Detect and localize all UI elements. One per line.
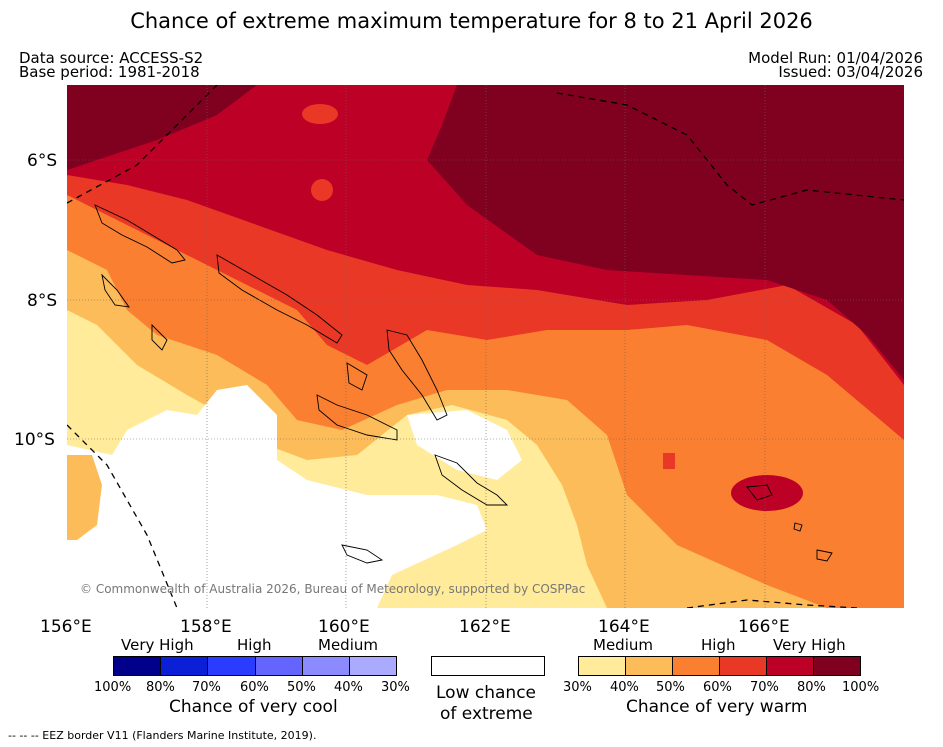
warm-pct-40: 40% (610, 680, 639, 695)
low-chance-caption-2: of extreme (440, 704, 533, 724)
forecast-map (67, 85, 904, 608)
warm-swatch-3 (673, 657, 720, 675)
coastlines (94, 204, 833, 564)
cool-pct-50: 50% (287, 680, 316, 695)
warm-swatch-2 (626, 657, 673, 675)
cool-pct-100: 100% (94, 680, 132, 695)
lat-label-8s: 8°S (27, 291, 58, 311)
eez-footnote: -- -- -- EEZ border V11 (Flanders Marine… (8, 729, 317, 742)
low-chance-swatch (431, 656, 545, 676)
map-title: Chance of extreme maximum temperature fo… (130, 9, 813, 33)
warm-pct-60: 60% (703, 680, 732, 695)
warm-pct-100: 100% (842, 680, 880, 695)
data-source: Data source: ACCESS-S2 (19, 49, 204, 67)
blob-east-1 (731, 475, 803, 511)
blob-east-2 (663, 453, 675, 469)
zone-low-chance-2 (407, 410, 522, 480)
lon-label-160e: 160°E (318, 617, 370, 637)
lat-label-10s: 10°S (14, 430, 55, 450)
zone-80-100 (427, 85, 904, 380)
lon-label-166e: 166°E (738, 617, 790, 637)
warm-swatch-6 (814, 657, 860, 675)
warm-swatch-4 (720, 657, 767, 675)
warm-level-medium: Medium (593, 636, 653, 654)
model-run: Model Run: 01/04/2026 (748, 49, 923, 67)
cool-pct-40: 40% (334, 680, 363, 695)
cool-swatch-5 (302, 657, 350, 675)
graticule (67, 85, 904, 608)
cool-pct-70: 70% (192, 680, 221, 695)
lon-label-158e: 158°E (180, 617, 232, 637)
warm-level-very-high: Very High (773, 636, 846, 654)
warm-pct-30: 30% (563, 680, 592, 695)
warm-level-high: High (701, 636, 736, 654)
low-chance-caption-1: Low chance (436, 683, 536, 703)
copyright-notice: © Commonwealth of Australia 2026, Bureau… (80, 582, 586, 596)
low-chance-fill (432, 657, 544, 675)
zone-80-100-nw (67, 85, 257, 170)
warm-pct-70: 70% (750, 680, 779, 695)
cool-level-very-high: Very High (121, 636, 194, 654)
cool-swatch-3 (208, 657, 256, 675)
warm-swatch-5 (767, 657, 814, 675)
warm-colorbar (578, 656, 861, 676)
cool-swatch-4 (255, 657, 303, 675)
lon-label-162e: 162°E (459, 617, 511, 637)
cool-swatch-1 (114, 657, 162, 675)
eez-borders (67, 85, 904, 608)
cool-colorbar (113, 656, 397, 676)
cool-swatch-6 (349, 657, 397, 675)
lon-label-156e: 156°E (40, 617, 92, 637)
cool-swatch-2 (161, 657, 209, 675)
blob-small-1 (302, 104, 338, 124)
cool-pct-80: 80% (146, 680, 175, 695)
zone-40-50-pocket (67, 455, 102, 540)
lon-label-164e: 164°E (598, 617, 650, 637)
issued-date: Issued: 03/04/2026 (778, 63, 923, 81)
warm-swatch-1 (579, 657, 626, 675)
cool-pct-60: 60% (240, 680, 269, 695)
warm-pct-50: 50% (656, 680, 685, 695)
base-period: Base period: 1981-2018 (19, 63, 200, 81)
warm-pct-80: 80% (797, 680, 826, 695)
cool-level-high: High (237, 636, 272, 654)
zone-low-chance (67, 385, 487, 608)
warm-caption: Chance of very warm (626, 697, 808, 717)
lat-label-6s: 6°S (27, 151, 58, 171)
cool-pct-30: 30% (381, 680, 410, 695)
cool-level-medium: Medium (318, 636, 378, 654)
blob-small-2 (311, 179, 333, 201)
cool-caption: Chance of very cool (169, 697, 338, 717)
